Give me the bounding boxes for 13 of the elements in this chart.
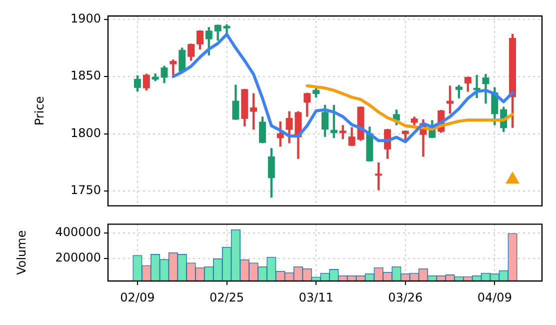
x-tick-label: 03/11 [298,290,334,304]
y-tick-label: 1850 [70,68,101,83]
y-tick-label: 1900 [70,12,101,26]
x-tick-label: 02/25 [209,290,244,304]
y-tick-label: 1800 [70,126,101,140]
y-tick-label: 200000 [55,250,101,265]
x-tick-label: 02/09 [120,290,155,304]
y-axis-title: Volume [14,230,28,275]
y-axis-title: Price [32,96,46,126]
y-tick-label: 1750 [70,183,101,198]
y-tick-label: 400000 [55,225,101,240]
x-tick-label: 03/26 [388,290,423,304]
x-tick-label: 04/09 [477,290,512,304]
